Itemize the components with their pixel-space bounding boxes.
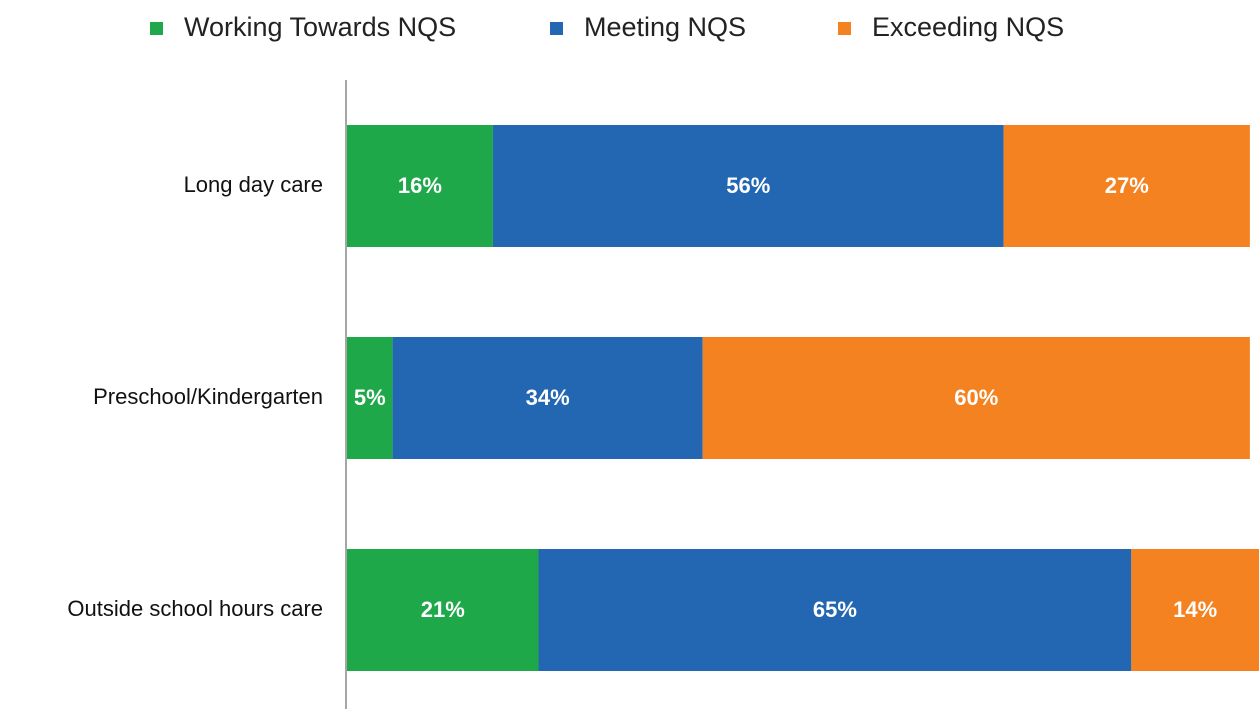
legend-label: Exceeding NQS (872, 12, 1064, 42)
bar-segment (538, 549, 1132, 671)
legend-swatch (150, 22, 163, 35)
legend-label: Meeting NQS (584, 12, 746, 42)
bar-segment (347, 337, 393, 459)
data-label: 34% (526, 385, 570, 410)
y-tick-label: Preschool/Kindergarten (93, 384, 323, 409)
legend-swatch (838, 22, 851, 35)
bar-segment (347, 549, 539, 671)
bar-segment (492, 125, 1004, 247)
data-label: 5% (354, 385, 386, 410)
bar-segment (1003, 125, 1250, 247)
legend-label: Working Towards NQS (184, 12, 456, 42)
y-tick-label: Outside school hours care (67, 596, 323, 621)
data-label: 65% (813, 597, 857, 622)
data-label: 16% (398, 173, 442, 198)
data-label: 21% (421, 597, 465, 622)
bar-segment (392, 337, 703, 459)
bar-segment (702, 337, 1250, 459)
data-label: 60% (954, 385, 998, 410)
data-label: 27% (1105, 173, 1149, 198)
bar-segment (1131, 549, 1259, 671)
data-label: 14% (1173, 597, 1217, 622)
y-tick-label: Long day care (184, 172, 323, 197)
legend-swatch (550, 22, 563, 35)
data-label: 56% (726, 173, 770, 198)
bar-segment (347, 125, 493, 247)
